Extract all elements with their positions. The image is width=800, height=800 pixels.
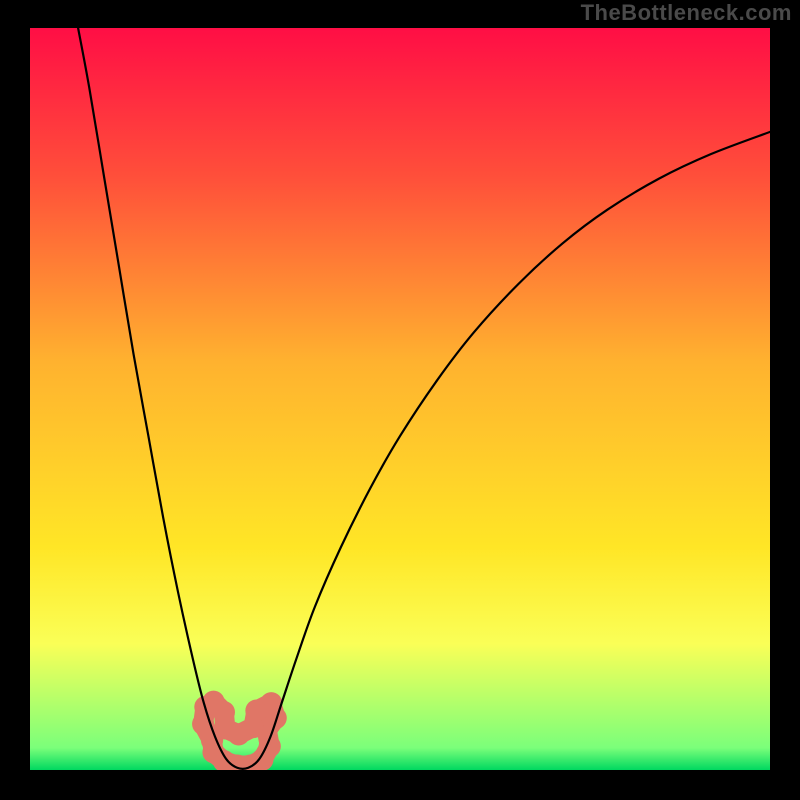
watermark-text: TheBottleneck.com — [581, 0, 792, 26]
highlight-link — [214, 702, 224, 712]
bottleneck-curve — [78, 28, 770, 769]
plot-area — [30, 28, 770, 770]
chart-container: { "watermark": { "text": "TheBottleneck.… — [0, 0, 800, 800]
bottleneck-curve-svg — [30, 28, 770, 770]
